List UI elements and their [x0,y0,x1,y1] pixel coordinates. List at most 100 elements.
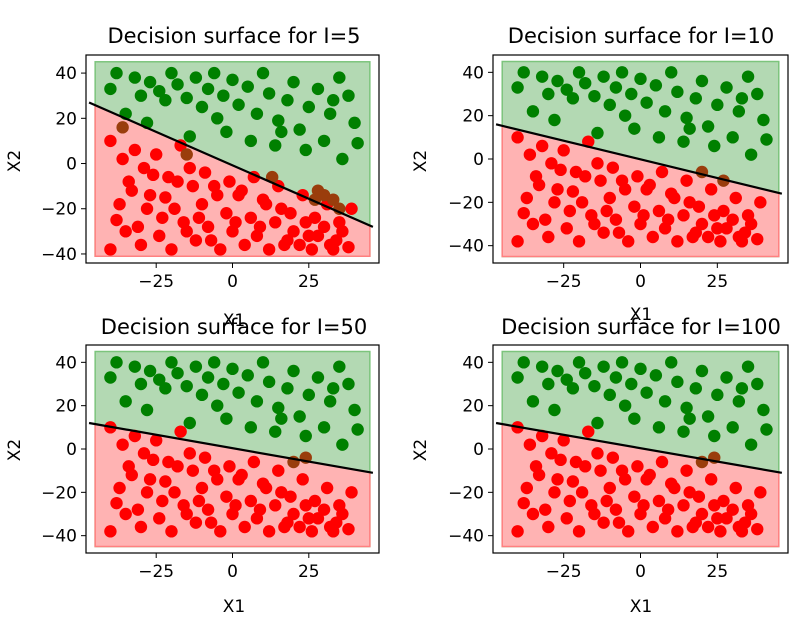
red-point [668,191,681,205]
red-point [717,494,730,508]
red-point [278,520,291,534]
green-point [348,116,361,130]
green-point [153,84,166,98]
red-point [622,525,635,538]
green-point [299,429,312,443]
green-point [262,87,276,100]
red-point [214,525,227,538]
green-point [677,425,690,438]
red-point [119,225,132,238]
red-point [628,490,641,503]
red-point [680,174,693,187]
red-point [128,429,142,443]
red-point [345,486,358,499]
green-point [211,112,224,125]
x-tick-label: 0 [227,562,238,582]
red-point [603,481,616,495]
green-point [572,66,586,79]
red-point [554,163,567,177]
red-point [655,165,669,179]
green-point [517,356,530,369]
green-point [220,125,233,139]
red-point [708,209,721,222]
red-point [631,460,644,473]
green-point [275,125,288,139]
red-point [557,144,570,157]
y-axis-label: X2 [411,150,431,172]
red-point [275,202,288,215]
subplot-title: Decision surface for I=5 [107,24,360,48]
green-point [517,66,530,79]
x-tick-label: 25 [707,562,729,582]
red-point [652,204,666,218]
green-point [597,360,610,373]
red-point [305,525,319,538]
red-point [195,198,209,211]
red-point [609,213,623,226]
green-point [351,136,364,150]
x-tick-label: 0 [635,272,646,292]
red-point [701,520,715,534]
green-point [256,356,270,369]
green-point [615,66,629,79]
red-point [545,157,558,170]
red-point [143,188,157,202]
green-point [134,89,148,102]
green-point [526,105,540,118]
green-point [603,98,616,112]
red-point [539,503,552,516]
plot-area [88,61,374,257]
y-tick-label: 0 [473,440,484,460]
red-point [612,516,626,529]
red-point [174,425,187,438]
red-point [741,499,755,512]
green-point [250,395,264,408]
green-point [757,403,770,417]
red-point [661,213,675,226]
red-point [542,230,555,244]
red-point [526,507,540,521]
red-point [146,453,160,467]
green-point [327,94,340,107]
decision-boundary-line [88,101,374,228]
red-point [609,503,623,516]
red-point [253,220,267,234]
misclassified-point [327,193,340,206]
red-point [692,200,706,213]
green-point [560,83,573,96]
red-point [198,451,212,464]
red-point [104,525,117,538]
green-point [269,425,282,438]
red-point [735,525,749,538]
green-point [311,82,325,96]
green-point [165,356,178,369]
green-point [128,360,142,373]
green-point [220,412,233,425]
green-point [262,375,276,389]
green-point [511,81,524,94]
red-point [140,202,154,215]
x-axis-label: X1 [223,311,245,331]
red-point [628,200,641,213]
red-point [189,516,203,529]
green-point [104,82,117,96]
green-point [183,416,196,430]
green-point [110,66,123,80]
misclassified-point [717,174,730,187]
red-point [183,447,196,460]
red-point [677,209,690,222]
red-point [637,499,650,512]
red-point [308,211,322,224]
red-point [134,238,148,252]
green-point [609,371,623,384]
red-point [548,486,561,499]
red-point [113,198,126,211]
green-point [652,421,666,434]
green-point [333,360,346,373]
red-point [311,512,325,525]
green-point [640,386,653,399]
green-point [272,401,285,415]
red-point [754,196,767,209]
green-point [180,91,193,105]
